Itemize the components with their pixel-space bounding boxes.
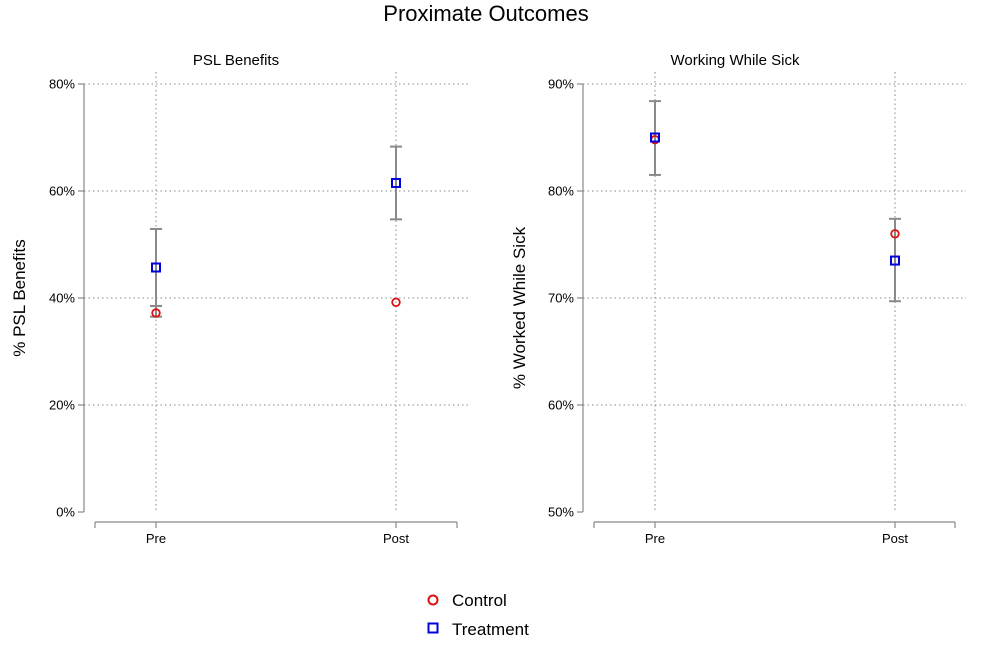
panel-psl-benefits: PSL Benefits % PSL Benefits 0% 20% 40% 60% 8… [10, 52, 468, 546]
y-tick-label: 90% [548, 77, 574, 92]
y-tick-label: 60% [49, 184, 75, 199]
y-tick-label: 80% [548, 184, 574, 199]
y-tick-label: 40% [49, 291, 75, 306]
y-tick-label: 20% [49, 398, 75, 413]
y-tick-label: 60% [548, 398, 574, 413]
legend: Control Treatment [427, 591, 529, 639]
x-tick-label: Post [882, 531, 908, 546]
legend-label: Treatment [452, 620, 529, 639]
x-tick-label: Pre [146, 531, 166, 546]
y-axis-label: % PSL Benefits [10, 239, 29, 357]
y-tick-label: 80% [49, 77, 75, 92]
data-point-treatment [890, 255, 900, 266]
figure-title: Proximate Outcomes [383, 1, 588, 26]
data-point-control [151, 308, 161, 318]
x-tick-label: Post [383, 531, 409, 546]
data-point-treatment [650, 132, 660, 143]
legend-item-control: Control [427, 591, 507, 610]
panel-working-while-sick: Working While Sick % Worked While Sick 5… [510, 52, 966, 546]
y-tick-label: 50% [548, 505, 574, 520]
data-point-treatment [151, 262, 161, 273]
legend-marker-square [427, 622, 439, 634]
data-point-control [890, 229, 900, 239]
panel-title: PSL Benefits [193, 52, 279, 69]
data-point-control [391, 297, 401, 307]
panel-title: Working While Sick [671, 52, 800, 69]
x-tick-label: Pre [645, 531, 665, 546]
legend-label: Control [452, 591, 507, 610]
legend-item-treatment: Treatment [427, 620, 529, 639]
legend-marker-circle [427, 594, 439, 606]
y-tick-label: 70% [548, 291, 574, 306]
y-axis-label: % Worked While Sick [510, 226, 529, 389]
y-tick-label: 0% [56, 505, 75, 520]
data-point-treatment [391, 177, 401, 188]
